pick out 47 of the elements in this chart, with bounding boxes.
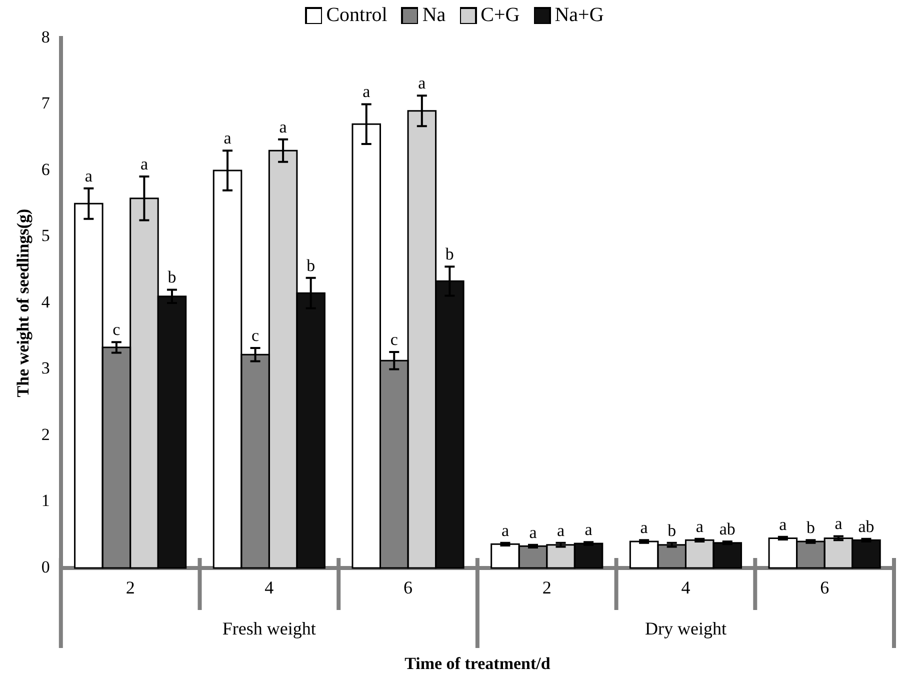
data-label: b	[168, 268, 176, 287]
legend-label: Control	[326, 4, 388, 27]
data-label: a	[418, 74, 426, 93]
y-tick-label: 4	[41, 292, 50, 312]
y-tick-label: 5	[41, 226, 50, 246]
data-label: a	[501, 520, 510, 540]
y-axis-title: The weight of seedlings(g)	[14, 208, 33, 398]
data-label: a	[84, 166, 93, 186]
legend-label: Na	[422, 4, 446, 27]
data-label: a	[224, 128, 232, 148]
data-label: c	[112, 320, 121, 340]
legend-label: Na+G	[554, 4, 604, 27]
data-label: c	[390, 330, 398, 349]
x-axis-title: Time of treatment/d	[404, 654, 551, 674]
x-tick-label: 2	[126, 578, 135, 598]
text: Fresh weight	[222, 618, 316, 639]
data-label: b	[306, 256, 316, 275]
data-label: b	[445, 244, 454, 264]
data-label: c	[252, 326, 260, 346]
data-label: a	[640, 518, 648, 538]
x-tick-label: 2	[542, 578, 552, 598]
data-label: b	[668, 520, 676, 540]
data-label: a	[279, 117, 288, 136]
data-label: a	[140, 154, 148, 174]
data-label: a	[696, 516, 704, 536]
y-tick-label: 6	[41, 160, 50, 179]
y-tick-label: 2	[41, 424, 50, 444]
data-label: a	[834, 514, 843, 534]
data-label: a	[529, 522, 538, 542]
data-label: a	[556, 520, 565, 540]
x-tick-label: 4	[264, 578, 274, 598]
x-tick-label: 6	[820, 578, 830, 598]
y-tick-label: 7	[41, 94, 50, 113]
y-tick-label: 3	[41, 358, 50, 378]
legend-label: C+G	[480, 4, 520, 27]
data-label: b	[806, 518, 815, 538]
y-tick-label: 1	[41, 491, 50, 510]
data-label: a	[584, 520, 593, 540]
y-tick-label: 0	[41, 557, 50, 576]
y-tick-label: 8	[41, 27, 50, 46]
text: Dry weight	[644, 618, 726, 639]
x-tick-label: 4	[681, 578, 690, 598]
data-label: ab	[858, 516, 874, 536]
data-label: a	[362, 82, 371, 102]
data-label: a	[779, 514, 788, 534]
x-tick-label: 6	[404, 578, 413, 598]
data-label: ab	[719, 519, 736, 538]
